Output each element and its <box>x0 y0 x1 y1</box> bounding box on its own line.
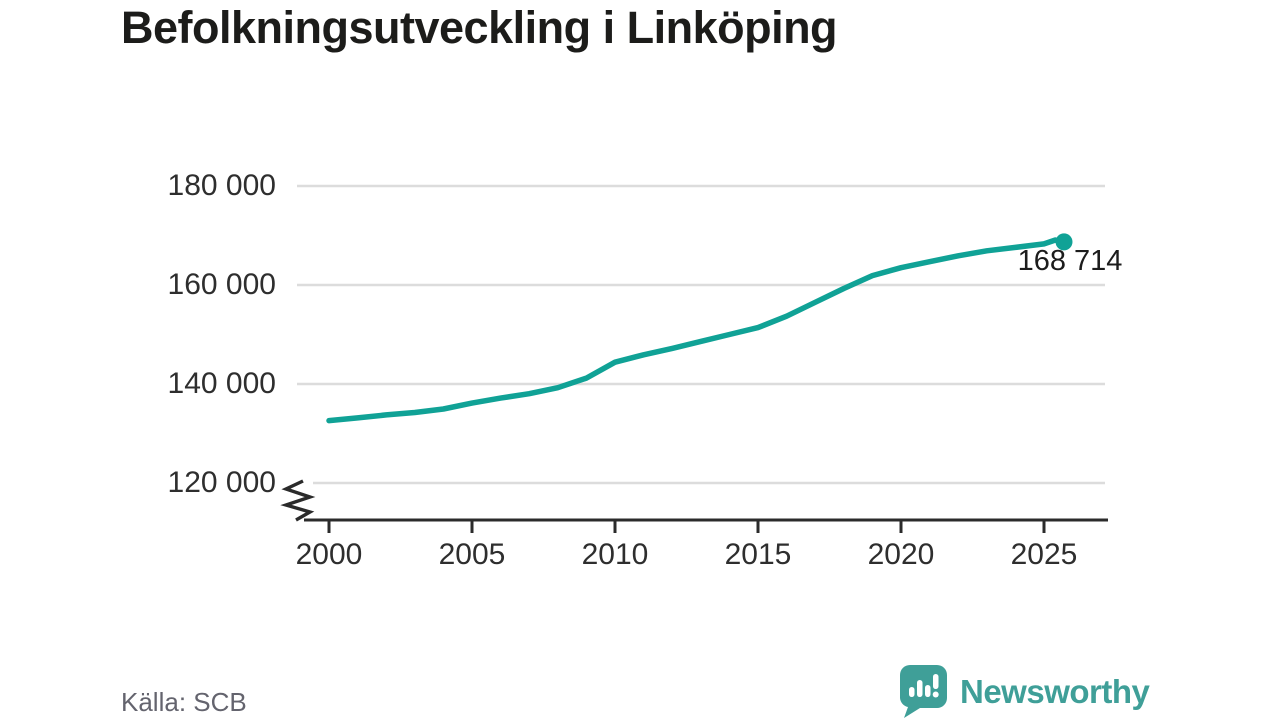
speech-bubble-shape <box>900 665 947 718</box>
latest-value-dot <box>1055 233 1073 251</box>
newsworthy-logo-icon <box>900 665 947 718</box>
exclamation-icon <box>933 674 939 689</box>
latest-value-label: 168 714 <box>1017 245 1123 277</box>
newsworthy-logo: Newsworthy <box>900 665 1150 718</box>
chart-title: Befolkningsutveckling i Linköping <box>121 2 838 53</box>
source-note: Källa: SCB <box>121 687 247 717</box>
brand-name: Newsworthy <box>960 672 1150 710</box>
axis-break-zigzag <box>280 479 316 522</box>
bar-chart-icon <box>909 687 915 697</box>
population-line <box>326 237 1067 424</box>
